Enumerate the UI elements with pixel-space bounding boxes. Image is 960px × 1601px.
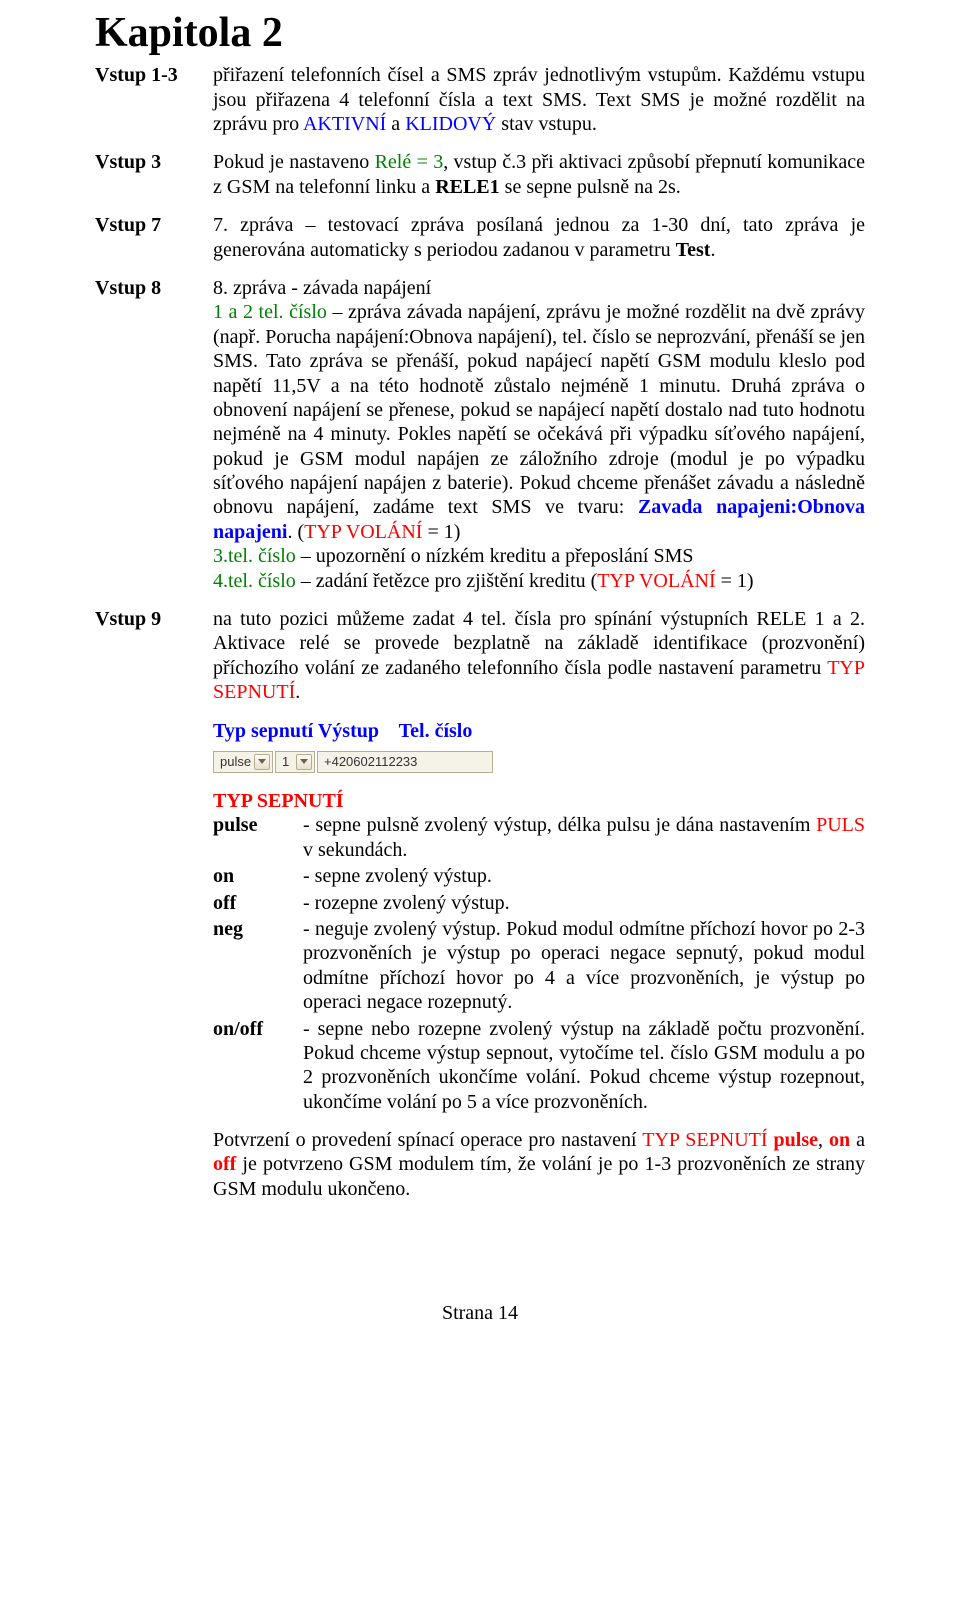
select-type-value: pulse bbox=[220, 754, 251, 770]
text: je potvrzeno GSM modulem tím, že volání … bbox=[213, 1153, 865, 1199]
row-vstup7: Vstup 7 7. zpráva – testovací zpráva pos… bbox=[95, 213, 865, 262]
text-typvolani: TYP VOLÁNÍ bbox=[304, 521, 422, 543]
select-output-value: 1 bbox=[282, 754, 289, 770]
row-label: Vstup 9 bbox=[95, 607, 213, 1201]
dropdown-row: pulse 1 +420602112233 bbox=[213, 749, 493, 775]
def-desc: - sepne pulsně zvolený výstup, délka pul… bbox=[303, 813, 865, 862]
def-neg: neg - neguje zvolený výstup. Pokud modul… bbox=[213, 917, 865, 1015]
chevron-down-icon bbox=[296, 754, 312, 770]
definition-list: pulse - sepne pulsně zvolený výstup, dél… bbox=[213, 813, 865, 1114]
row-body: Pokud je nastaveno Relé = 3, vstup č.3 p… bbox=[213, 150, 865, 199]
text: Pokud je nastaveno bbox=[213, 151, 375, 173]
text-test: Test bbox=[676, 239, 711, 261]
text: – zadání řetězce pro zjištění kreditu ( bbox=[296, 570, 598, 592]
def-term: neg bbox=[213, 917, 303, 1015]
def-term: off bbox=[213, 891, 303, 915]
text: – upozornění o nízkém kreditu a přeposlá… bbox=[296, 545, 694, 567]
def-on: on - sepne zvolený výstup. bbox=[213, 864, 865, 888]
def-term: on/off bbox=[213, 1017, 303, 1115]
text-rele3: Relé = 3 bbox=[375, 151, 444, 173]
type-sepnuti-title: TYP SEPNUTÍ bbox=[213, 789, 865, 813]
text: , bbox=[818, 1129, 829, 1151]
def-onoff: on/off - sepne nebo rozepne zvolený výst… bbox=[213, 1017, 865, 1115]
row-vstup3: Vstup 3 Pokud je nastaveno Relé = 3, vst… bbox=[95, 150, 865, 199]
row-label: Vstup 1-3 bbox=[95, 63, 213, 136]
heading-typsepnuti: Typ sepnutí Výstup Tel. číslo bbox=[213, 719, 865, 743]
select-output[interactable]: 1 bbox=[275, 751, 315, 773]
text: na tuto pozici můžeme zadat 4 tel. čísla… bbox=[213, 608, 865, 679]
text-typvolani: TYP VOLÁNÍ bbox=[597, 570, 715, 592]
chapter-title: Kapitola 2 bbox=[95, 8, 865, 59]
text-klidovy: KLIDOVÝ bbox=[405, 113, 496, 135]
row-body: na tuto pozici můžeme zadat 4 tel. čísla… bbox=[213, 607, 865, 1201]
def-pulse: pulse - sepne pulsně zvolený výstup, dél… bbox=[213, 813, 865, 862]
row-body: 7. zpráva – testovací zpráva posílaná je… bbox=[213, 213, 865, 262]
line3: 3.tel. číslo – upozornění o nízkém kredi… bbox=[213, 544, 865, 568]
paragraph: 1 a 2 tel. číslo – zpráva závada napájen… bbox=[213, 300, 865, 544]
row-body: 8. zpráva - závada napájení 1 a 2 tel. č… bbox=[213, 276, 865, 593]
text-pulse: pulse bbox=[774, 1129, 818, 1151]
text: - sepne pulsně zvolený výstup, délka pul… bbox=[303, 814, 816, 836]
text-typsepnuti: TYP SEPNUTÍ bbox=[642, 1129, 767, 1151]
text: = 1) bbox=[422, 521, 460, 543]
text-puls: PULS bbox=[816, 814, 865, 836]
text: a bbox=[850, 1129, 865, 1151]
last-paragraph: Potvrzení o provedení spínací operace pr… bbox=[213, 1128, 865, 1201]
text: stav vstupu. bbox=[496, 113, 597, 135]
text: = 1) bbox=[716, 570, 754, 592]
text: . bbox=[295, 681, 300, 703]
line1: 8. zpráva - závada napájení bbox=[213, 276, 865, 300]
row-label: Vstup 3 bbox=[95, 150, 213, 199]
def-off: off - rozepne zvolený výstup. bbox=[213, 891, 865, 915]
text: a bbox=[386, 113, 405, 135]
phone-input-value: +420602112233 bbox=[324, 754, 417, 770]
text: 7. zpráva – testovací zpráva posílaná je… bbox=[213, 214, 865, 260]
row-vstup9: Vstup 9 na tuto pozici můžeme zadat 4 te… bbox=[95, 607, 865, 1201]
def-desc: - sepne zvolený výstup. bbox=[303, 864, 865, 888]
row-body: přiřazení telefonních čísel a SMS zpráv … bbox=[213, 63, 865, 136]
line4: 4.tel. číslo – zadání řetězce pro zjiště… bbox=[213, 569, 865, 593]
row-vstup1-3: Vstup 1-3 přiřazení telefonních čísel a … bbox=[95, 63, 865, 136]
def-desc: - sepne nebo rozepne zvolený výstup na z… bbox=[303, 1017, 865, 1115]
text-on: on bbox=[829, 1129, 850, 1151]
row-vstup8: Vstup 8 8. zpráva - závada napájení 1 a … bbox=[95, 276, 865, 593]
text: v sekundách. bbox=[303, 839, 407, 861]
row-label: Vstup 8 bbox=[95, 276, 213, 593]
text-aktivni: AKTIVNÍ bbox=[303, 113, 386, 135]
text: . ( bbox=[287, 521, 304, 543]
text: – zpráva závada napájení, zprávu je možn… bbox=[213, 301, 865, 518]
text-off: off bbox=[213, 1153, 236, 1175]
row-label: Vstup 7 bbox=[95, 213, 213, 262]
page-footer: Strana 14 bbox=[95, 1301, 865, 1325]
def-term: pulse bbox=[213, 813, 303, 862]
def-desc: - neguje zvolený výstup. Pokud modul odm… bbox=[303, 917, 865, 1015]
def-term: on bbox=[213, 864, 303, 888]
text-tel3: 3.tel. číslo bbox=[213, 545, 296, 567]
text-tel4: 4.tel. číslo bbox=[213, 570, 296, 592]
chevron-down-icon bbox=[254, 754, 270, 770]
phone-input[interactable]: +420602112233 bbox=[317, 751, 493, 773]
text: . bbox=[710, 239, 715, 261]
text-tel12: 1 a 2 tel. číslo bbox=[213, 301, 327, 323]
select-type[interactable]: pulse bbox=[213, 751, 273, 773]
def-desc: - rozepne zvolený výstup. bbox=[303, 891, 865, 915]
text-rele1: RELE1 bbox=[435, 176, 499, 198]
text: Potvrzení o provedení spínací operace pr… bbox=[213, 1129, 642, 1151]
text: se sepne pulsně na 2s. bbox=[500, 176, 681, 198]
